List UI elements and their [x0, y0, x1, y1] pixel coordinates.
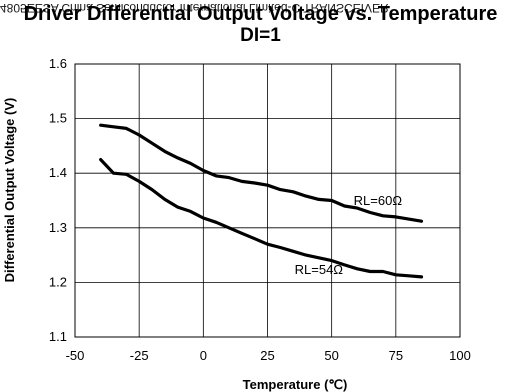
x-axis-label: Temperature (℃) [243, 377, 348, 392]
chart-subtitle: DI=1 [240, 25, 281, 46]
y-tick-label: 1.6 [49, 56, 67, 71]
y-tick-label: 1.4 [49, 165, 67, 180]
series-line-rl-54 [99, 158, 424, 279]
x-tick-label: -50 [66, 348, 85, 363]
x-tick-label: 0 [200, 348, 207, 363]
y-tick-label: 1.3 [49, 220, 67, 235]
x-tick-label: -25 [130, 348, 149, 363]
grid-lines [74, 63, 461, 338]
y-tick-label: 1.5 [49, 111, 67, 126]
x-tick-label: 100 [449, 348, 471, 363]
series-group [99, 123, 424, 279]
y-axis-label: Differential Output Voltage (V) [2, 98, 17, 283]
x-tick-label: 75 [389, 348, 403, 363]
annotations: RL=60Ω RL=54Ω [295, 193, 403, 277]
series-annotation: RL=54Ω [295, 262, 344, 277]
x-tick-label: 50 [324, 348, 338, 363]
tick-labels: -50 -25 0 25 50 75 100 1.1 1.2 1.3 1.4 1.5 1.6 [49, 56, 471, 363]
chart-title: Driver Differential Output Voltage vs. T… [23, 3, 498, 25]
plot-border [74, 63, 461, 338]
series-line-rl-60 [99, 123, 424, 223]
y-tick-label: 1.1 [49, 329, 67, 344]
series-annotation: RL=60Ω [354, 193, 403, 208]
y-tick-label: 1.2 [49, 274, 67, 289]
x-tick-label: 25 [260, 348, 274, 363]
plot-frame [74, 63, 461, 338]
